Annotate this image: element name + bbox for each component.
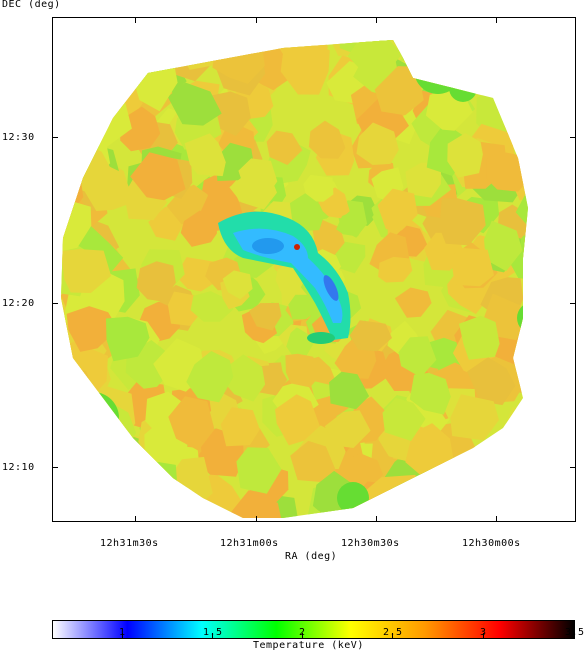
x-tick-label: 12h30m30s [341, 538, 400, 549]
cb-tick [574, 633, 575, 639]
y-axis-title: DEC (deg) [2, 0, 61, 10]
cb-tick [483, 633, 484, 639]
x-tick-3t [376, 17, 377, 23]
colorbar-title: Temperature (keV) [253, 640, 364, 651]
x-tick-1t [135, 17, 136, 23]
colorbar-tick-label: 1 [119, 627, 126, 638]
colorbar-tick-label: 2.5 [383, 627, 403, 638]
colorbar-tick-label: 3.5 [565, 627, 585, 638]
cb-tick [122, 633, 123, 639]
y-tick-label: 12:10 [2, 462, 35, 473]
x-tick-2 [256, 516, 257, 522]
colorbar-tick-label: 2 [299, 627, 306, 638]
x-tick-4t [496, 17, 497, 23]
y-tick-top-r [570, 137, 576, 138]
x-tick-label: 12h31m30s [100, 538, 159, 549]
temperature-map [52, 17, 576, 522]
y-tick-mid-r [570, 303, 576, 304]
y-tick-label: 12:30 [2, 132, 35, 143]
cb-tick [392, 633, 393, 639]
temperature-map-image [61, 40, 528, 518]
colorbar [52, 620, 575, 639]
y-tick-bottom-r [570, 467, 576, 468]
x-tick-4 [496, 516, 497, 522]
y-tick-bottom [52, 467, 58, 468]
colorbar-tick-label: 1.5 [203, 627, 223, 638]
x-axis-title: RA (deg) [285, 551, 338, 562]
y-tick-mid [52, 303, 58, 304]
nucleus-marker [294, 244, 300, 250]
y-tick-top [52, 137, 58, 138]
x-tick-1 [135, 516, 136, 522]
cb-tick [302, 633, 303, 639]
colorbar-tick-label: 3 [480, 627, 487, 638]
cool-core [218, 211, 351, 344]
x-tick-3 [376, 516, 377, 522]
x-tick-2t [256, 17, 257, 23]
x-tick-label: 12h31m00s [220, 538, 279, 549]
y-tick-label: 12:20 [2, 298, 35, 309]
x-tick-label: 12h30m00s [462, 538, 521, 549]
cb-tick [212, 633, 213, 639]
